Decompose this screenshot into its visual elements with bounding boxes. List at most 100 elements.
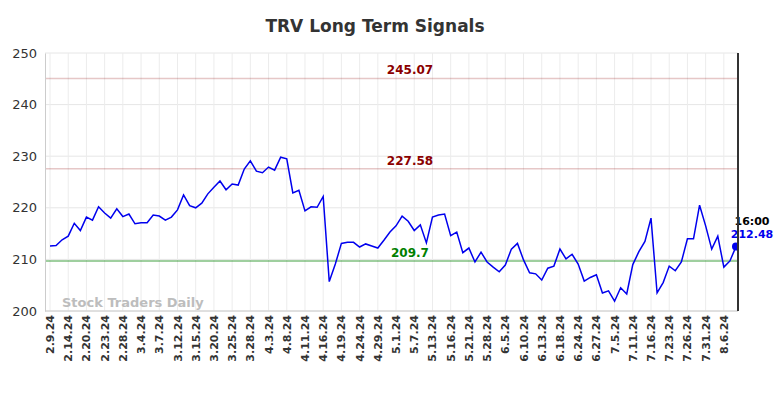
grid-line-x bbox=[141, 53, 142, 311]
grid-line-x bbox=[487, 53, 488, 311]
x-tick: 6.27.24 bbox=[590, 311, 603, 362]
grid-line-x bbox=[104, 53, 105, 311]
x-tick-label: 2.9.24 bbox=[44, 315, 57, 354]
grid-line-x bbox=[450, 53, 451, 311]
x-tick: 2.28.24 bbox=[117, 311, 130, 362]
x-tick: 3.7.24 bbox=[153, 311, 166, 354]
series-line bbox=[50, 157, 736, 301]
y-tick: 230 bbox=[12, 149, 45, 164]
x-tick-label: 7.23.24 bbox=[663, 315, 676, 362]
grid-line-x bbox=[523, 53, 524, 311]
title: TRV Long Term Signals bbox=[265, 16, 484, 36]
grid-line-x bbox=[250, 53, 251, 311]
grid-line-x bbox=[432, 53, 433, 311]
x-tick-label: 4.8.24 bbox=[281, 315, 294, 354]
x-tick: 5.21.24 bbox=[463, 311, 476, 362]
grid-line-x bbox=[559, 53, 560, 311]
x-tick: 3.20.24 bbox=[208, 311, 221, 362]
x-tick: 4.24.24 bbox=[354, 311, 367, 362]
x-tick: 5.1.24 bbox=[390, 311, 403, 354]
y-tick-label: 210 bbox=[12, 252, 37, 267]
x-tick: 2.23.24 bbox=[99, 311, 112, 362]
x-tick: 7.26.24 bbox=[681, 311, 694, 362]
grid-line-x bbox=[177, 53, 178, 311]
x-tick-label: 4.19.24 bbox=[335, 315, 348, 362]
x-tick: 7.5.24 bbox=[609, 311, 622, 354]
x-tick: 5.7.24 bbox=[408, 311, 421, 354]
plot-area bbox=[45, 53, 738, 311]
grid-line-x bbox=[68, 53, 69, 311]
grid bbox=[45, 53, 738, 311]
x-tick-label: 5.28.24 bbox=[481, 315, 494, 362]
reference-label: 245.07 bbox=[387, 63, 433, 77]
x-tick: 3.4.24 bbox=[135, 311, 148, 354]
reference-line bbox=[45, 168, 738, 170]
grid-line-x bbox=[195, 53, 196, 311]
grid-line-x bbox=[286, 53, 287, 311]
grid-line-x bbox=[614, 53, 615, 311]
x-tick-label: 4.29.24 bbox=[372, 315, 385, 362]
x-tick: 5.16.24 bbox=[445, 311, 458, 362]
grid-line-x bbox=[268, 53, 269, 311]
grid-line-x bbox=[651, 53, 652, 311]
x-tick: 5.28.24 bbox=[481, 311, 494, 362]
x-tick-label: 7.26.24 bbox=[681, 315, 694, 362]
frame-right bbox=[737, 53, 739, 311]
x-tick-label: 3.12.24 bbox=[172, 315, 185, 362]
grid-line-x bbox=[86, 53, 87, 311]
y-tick: 240 bbox=[12, 97, 45, 112]
y-tick: 210 bbox=[12, 252, 45, 267]
x-tick-label: 2.28.24 bbox=[117, 315, 130, 362]
x-tick: 3.15.24 bbox=[190, 311, 203, 362]
x-tick: 4.11.24 bbox=[299, 311, 312, 362]
grid-line-x bbox=[232, 53, 233, 311]
y-tick-label: 230 bbox=[12, 149, 37, 164]
x-tick: 6.18.24 bbox=[554, 311, 567, 362]
grid-line-y bbox=[45, 207, 738, 208]
x-tick-label: 6.10.24 bbox=[518, 315, 531, 362]
x-tick: 7.11.24 bbox=[627, 311, 640, 362]
x-tick: 4.19.24 bbox=[335, 311, 348, 362]
x-tick-label: 4.16.24 bbox=[317, 315, 330, 362]
grid-line-x bbox=[687, 53, 688, 311]
x-tick-label: 2.14.24 bbox=[62, 315, 75, 362]
y-axis-line bbox=[45, 54, 46, 312]
x-axis-line bbox=[45, 311, 738, 312]
y-tick: 200 bbox=[12, 304, 45, 319]
reference-label: 227.58 bbox=[387, 154, 433, 168]
x-tick-label: 7.11.24 bbox=[627, 315, 640, 362]
grid-line-x bbox=[304, 53, 305, 311]
x-tick-label: 2.20.24 bbox=[80, 315, 93, 362]
x-tick-label: 3.15.24 bbox=[190, 315, 203, 362]
x-tick: 8.6.24 bbox=[718, 311, 731, 354]
chart: Stock Traders Daily245.07227.58209.716:0… bbox=[0, 0, 784, 398]
x-tick-label: 4.11.24 bbox=[299, 315, 312, 362]
reference-line bbox=[45, 78, 738, 80]
grid-line-x bbox=[596, 53, 597, 311]
grid-line-x bbox=[669, 53, 670, 311]
x-tick-label: 2.23.24 bbox=[99, 315, 112, 362]
x-tick: 7.23.24 bbox=[663, 311, 676, 362]
grid-line-x bbox=[377, 53, 378, 311]
x-tick-label: 6.5.24 bbox=[499, 315, 512, 354]
plot bbox=[45, 78, 738, 301]
x-tick-label: 3.25.24 bbox=[226, 315, 239, 362]
x-tick: 7.31.24 bbox=[700, 311, 713, 362]
x-tick-label: 6.18.24 bbox=[554, 315, 567, 362]
grid-line-y bbox=[45, 311, 738, 312]
grid-line-x bbox=[541, 53, 542, 311]
grid-line-x bbox=[505, 53, 506, 311]
x-tick: 4.3.24 bbox=[263, 311, 276, 354]
x-tick-label: 3.20.24 bbox=[208, 315, 221, 362]
x-tick: 2.9.24 bbox=[44, 311, 57, 354]
x-tick-label: 7.31.24 bbox=[700, 315, 713, 362]
grid-line-x bbox=[341, 53, 342, 311]
x-tick: 3.12.24 bbox=[172, 311, 185, 362]
x-tick: 6.24.24 bbox=[572, 311, 585, 362]
grid-line-x bbox=[122, 53, 123, 311]
x-tick-label: 6.24.24 bbox=[572, 315, 585, 362]
x-tick-label: 8.6.24 bbox=[718, 315, 731, 354]
x-tick: 6.5.24 bbox=[499, 311, 512, 354]
y-tick-label: 220 bbox=[12, 200, 37, 215]
time-label: 16:00 bbox=[734, 215, 769, 228]
